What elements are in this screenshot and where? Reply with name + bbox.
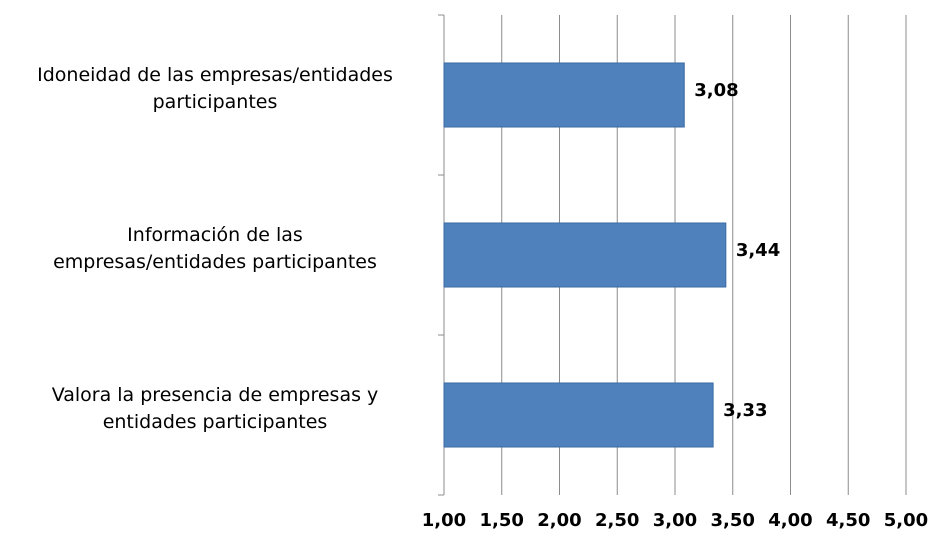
x-tick-label: 5,00 [884, 510, 928, 531]
bar [443, 62, 685, 128]
bar [443, 382, 714, 448]
x-tick-label: 1,00 [422, 510, 466, 531]
x-tick-label: 2,50 [595, 510, 639, 531]
x-tick-label: 4,00 [768, 510, 812, 531]
category-label: Idoneidad de las empresas/entidades part… [37, 64, 393, 113]
value-label: 3,33 [723, 400, 767, 421]
x-tick-label: 3,00 [653, 510, 697, 531]
category-label: Información de las empresas/entidades pa… [53, 224, 377, 273]
bar [443, 222, 727, 288]
x-tick-label: 2,00 [537, 510, 581, 531]
value-label: 3,44 [736, 240, 780, 261]
value-label: 3,08 [694, 80, 738, 101]
x-tick-label: 1,50 [480, 510, 524, 531]
category-label: Valora la presencia de empresas y entida… [51, 384, 379, 433]
x-tick-label: 4,50 [826, 510, 870, 531]
x-tick-label: 3,50 [711, 510, 755, 531]
